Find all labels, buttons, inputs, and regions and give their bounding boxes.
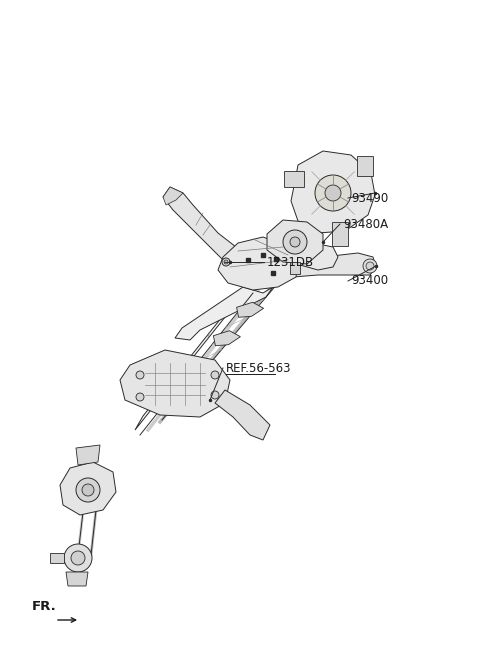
Circle shape [224,260,228,264]
Polygon shape [135,263,265,430]
Polygon shape [214,331,240,346]
Polygon shape [267,220,323,264]
Polygon shape [290,262,300,274]
Polygon shape [163,187,236,260]
Polygon shape [215,390,270,440]
Polygon shape [60,462,116,515]
Polygon shape [175,287,273,340]
Text: 93490: 93490 [351,191,388,204]
Polygon shape [163,187,183,205]
Polygon shape [258,255,300,274]
Circle shape [283,230,307,254]
Circle shape [325,185,341,201]
Polygon shape [293,253,376,277]
Polygon shape [120,350,230,417]
Text: REF.56-563: REF.56-563 [226,362,291,375]
Circle shape [366,262,374,270]
Polygon shape [332,222,348,246]
Circle shape [290,237,300,247]
Circle shape [315,175,351,211]
Polygon shape [284,171,303,187]
Polygon shape [66,572,88,586]
Circle shape [76,478,100,502]
Circle shape [211,391,219,399]
Circle shape [222,258,230,266]
Circle shape [64,544,92,572]
Text: 93480A: 93480A [343,217,388,231]
Text: 93400: 93400 [351,274,388,288]
Polygon shape [50,553,64,563]
Circle shape [71,551,85,565]
Polygon shape [76,445,100,465]
Polygon shape [237,303,264,317]
Circle shape [136,371,144,379]
Text: 1231DB: 1231DB [267,255,314,269]
Circle shape [136,393,144,401]
Text: FR.: FR. [32,601,57,614]
Polygon shape [218,237,298,290]
Circle shape [211,371,219,379]
Polygon shape [291,151,375,233]
Polygon shape [190,359,217,374]
Polygon shape [357,156,373,176]
Circle shape [363,259,377,273]
Polygon shape [242,258,275,275]
Circle shape [82,484,94,496]
Polygon shape [273,237,338,270]
